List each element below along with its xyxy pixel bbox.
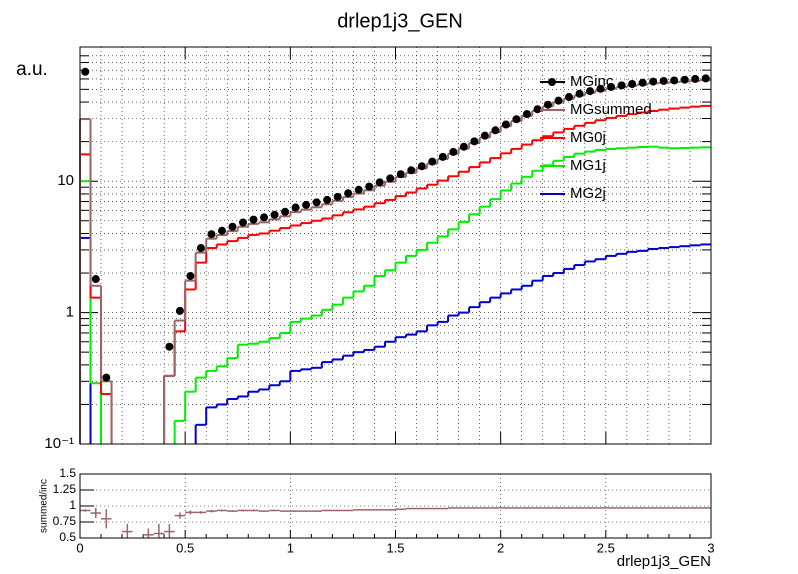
x-axis-label: drlep1j3_GEN	[617, 553, 711, 570]
x-tick-label: 0.5	[176, 540, 194, 555]
y-tick-label: 1.25	[53, 482, 77, 496]
data-point	[375, 178, 384, 187]
data-point	[607, 82, 616, 91]
y-tick-label: 0.5	[59, 530, 76, 544]
data-point	[270, 210, 279, 219]
data-point	[628, 80, 637, 89]
data-point	[239, 218, 248, 227]
data-point	[81, 67, 90, 76]
data-point	[501, 120, 510, 129]
ratio-y-axis-label: summed/inc	[39, 479, 50, 533]
chart-title: drlep1j3_GEN	[337, 10, 463, 32]
data-point	[323, 195, 332, 204]
data-point	[470, 137, 479, 146]
data-point	[407, 166, 416, 175]
data-point	[417, 162, 426, 171]
data-point	[543, 100, 552, 109]
plot-frame	[79, 473, 712, 539]
x-tick-label: 1	[287, 540, 294, 555]
data-point	[565, 93, 574, 102]
data-point	[680, 75, 689, 84]
data-point	[386, 174, 395, 183]
y-tick-label: 0.75	[53, 514, 77, 528]
data-point	[291, 203, 300, 212]
data-point	[512, 115, 521, 124]
y-tick-label: 10	[57, 172, 74, 189]
y-tick-label: 1	[66, 304, 74, 321]
data-point	[102, 373, 111, 382]
y-tick-label: 1.5	[59, 466, 76, 480]
data-point	[428, 157, 437, 166]
y-tick-label: 1	[69, 498, 76, 512]
data-point	[302, 200, 311, 209]
data-point	[91, 275, 100, 284]
data-point	[281, 207, 290, 216]
data-point	[312, 198, 321, 207]
data-point	[196, 244, 205, 253]
x-tick-label: 2	[497, 540, 504, 555]
data-point	[480, 131, 489, 140]
data-point	[638, 78, 647, 87]
data-point	[228, 222, 237, 231]
x-tick-label: 0	[76, 540, 83, 555]
data-point	[449, 147, 458, 156]
data-point	[701, 74, 710, 83]
legend-label: MGinc	[570, 73, 614, 90]
data-point	[333, 192, 342, 201]
legend-marker	[548, 78, 556, 86]
data-point	[365, 182, 374, 191]
y-axis-label: a.u.	[16, 59, 48, 80]
data-point	[354, 185, 363, 194]
data-point	[596, 84, 605, 93]
data-point	[186, 271, 195, 280]
data-point	[165, 342, 174, 351]
x-tick-label: 1.5	[386, 540, 404, 555]
data-point	[670, 76, 679, 85]
plot-frame	[79, 46, 712, 445]
data-point	[260, 213, 269, 222]
data-point	[207, 230, 216, 239]
legend-label: MG2j	[570, 185, 606, 202]
data-point	[659, 76, 668, 85]
legend-label: MGsummed	[570, 101, 652, 118]
data-point	[575, 89, 584, 98]
data-point	[175, 306, 184, 315]
data-point	[586, 87, 595, 96]
data-point	[691, 74, 700, 83]
y-tick-label: 10⁻¹	[44, 435, 74, 452]
data-point	[491, 126, 500, 135]
x-tick-label: 3	[707, 540, 714, 555]
legend-label: MG0j	[570, 129, 606, 146]
data-point	[217, 226, 226, 235]
data-point	[533, 105, 542, 114]
data-point	[554, 96, 563, 105]
data-point	[438, 152, 447, 161]
x-tick-label: 2.5	[597, 540, 615, 555]
data-point	[649, 77, 658, 86]
data-point	[459, 142, 468, 151]
legend-label: MG1j	[570, 157, 606, 174]
data-point	[617, 81, 626, 90]
data-point	[344, 189, 353, 198]
data-point	[396, 170, 405, 179]
data-point	[522, 110, 531, 119]
data-point	[249, 215, 258, 224]
